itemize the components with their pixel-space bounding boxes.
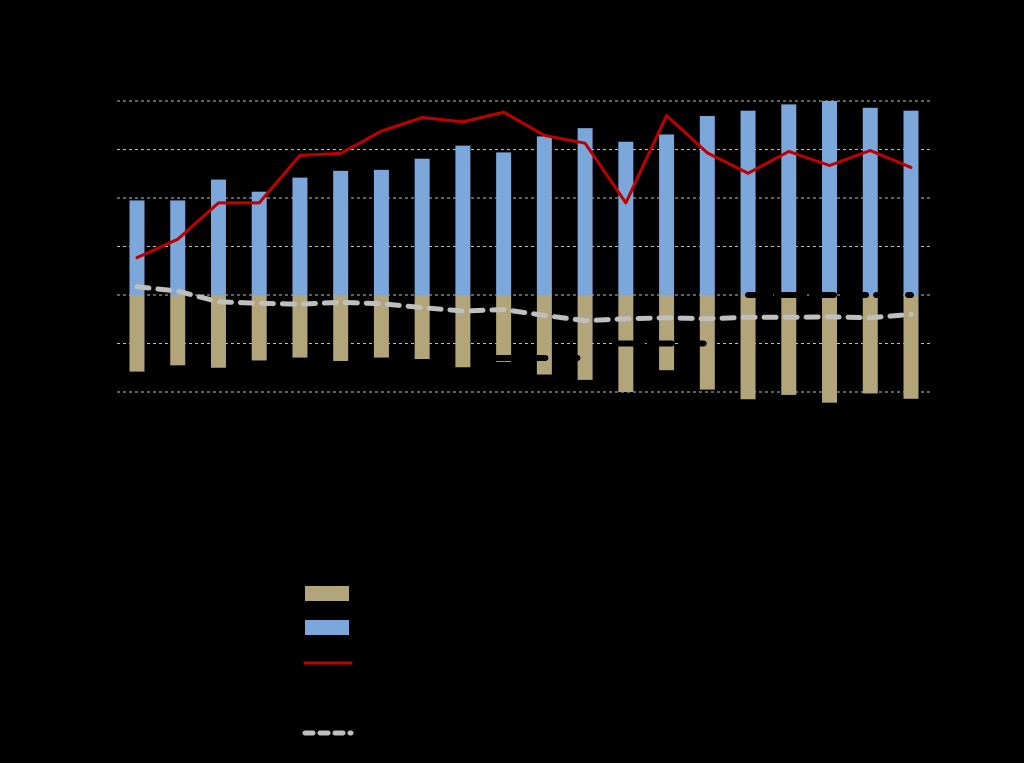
bar-positive-6 [373,169,389,295]
legend-layer [302,586,354,736]
bar-positive-14 [699,116,715,295]
bar-negative-3 [251,295,267,361]
bar-positive-8 [455,145,471,295]
bar-positive-5 [333,170,349,295]
legend-marker-0 [305,586,349,601]
bar-negative-7 [414,295,430,360]
legend-marker-1 [305,620,349,635]
bar-negative-4 [292,295,308,358]
bar-negative-10 [536,295,552,375]
bar-positive-2 [210,179,226,295]
bar-positive-15 [740,110,756,295]
bar-positive-13 [659,134,675,295]
bar-negative-9 [496,295,512,362]
bar-positive-11 [577,128,593,295]
bar-layer [129,101,919,403]
bar-negative-19 [903,295,919,399]
bar-negative-17 [822,295,838,403]
bar-positive-10 [536,136,552,295]
line-layer [134,110,914,324]
bar-negative-15 [740,295,756,400]
bar-negative-2 [210,295,226,368]
bar-positive-1 [170,200,186,295]
bar-positive-3 [251,191,267,295]
bar-positive-12 [618,141,634,295]
annotation-layer [488,292,914,362]
bar-negative-5 [333,295,349,361]
bar-positive-9 [496,152,512,295]
bar-negative-8 [455,295,471,368]
bar-negative-13 [659,295,675,371]
bar-positive-19 [903,110,919,295]
bar-positive-4 [292,177,308,295]
bar-negative-18 [862,295,878,394]
bar-positive-0 [129,200,145,295]
grid-layer [117,100,932,393]
bar-negative-6 [373,295,389,358]
dashed-series-line [134,284,914,324]
bar-negative-0 [129,295,145,372]
solid-series-line [135,110,913,260]
bar-negative-16 [781,295,797,395]
bar-positive-17 [822,101,838,295]
bar-negative-11 [577,295,593,380]
bar-positive-7 [414,158,430,295]
bar-positive-16 [781,104,797,296]
bar-negative-1 [170,295,186,366]
bar-positive-18 [862,107,878,295]
